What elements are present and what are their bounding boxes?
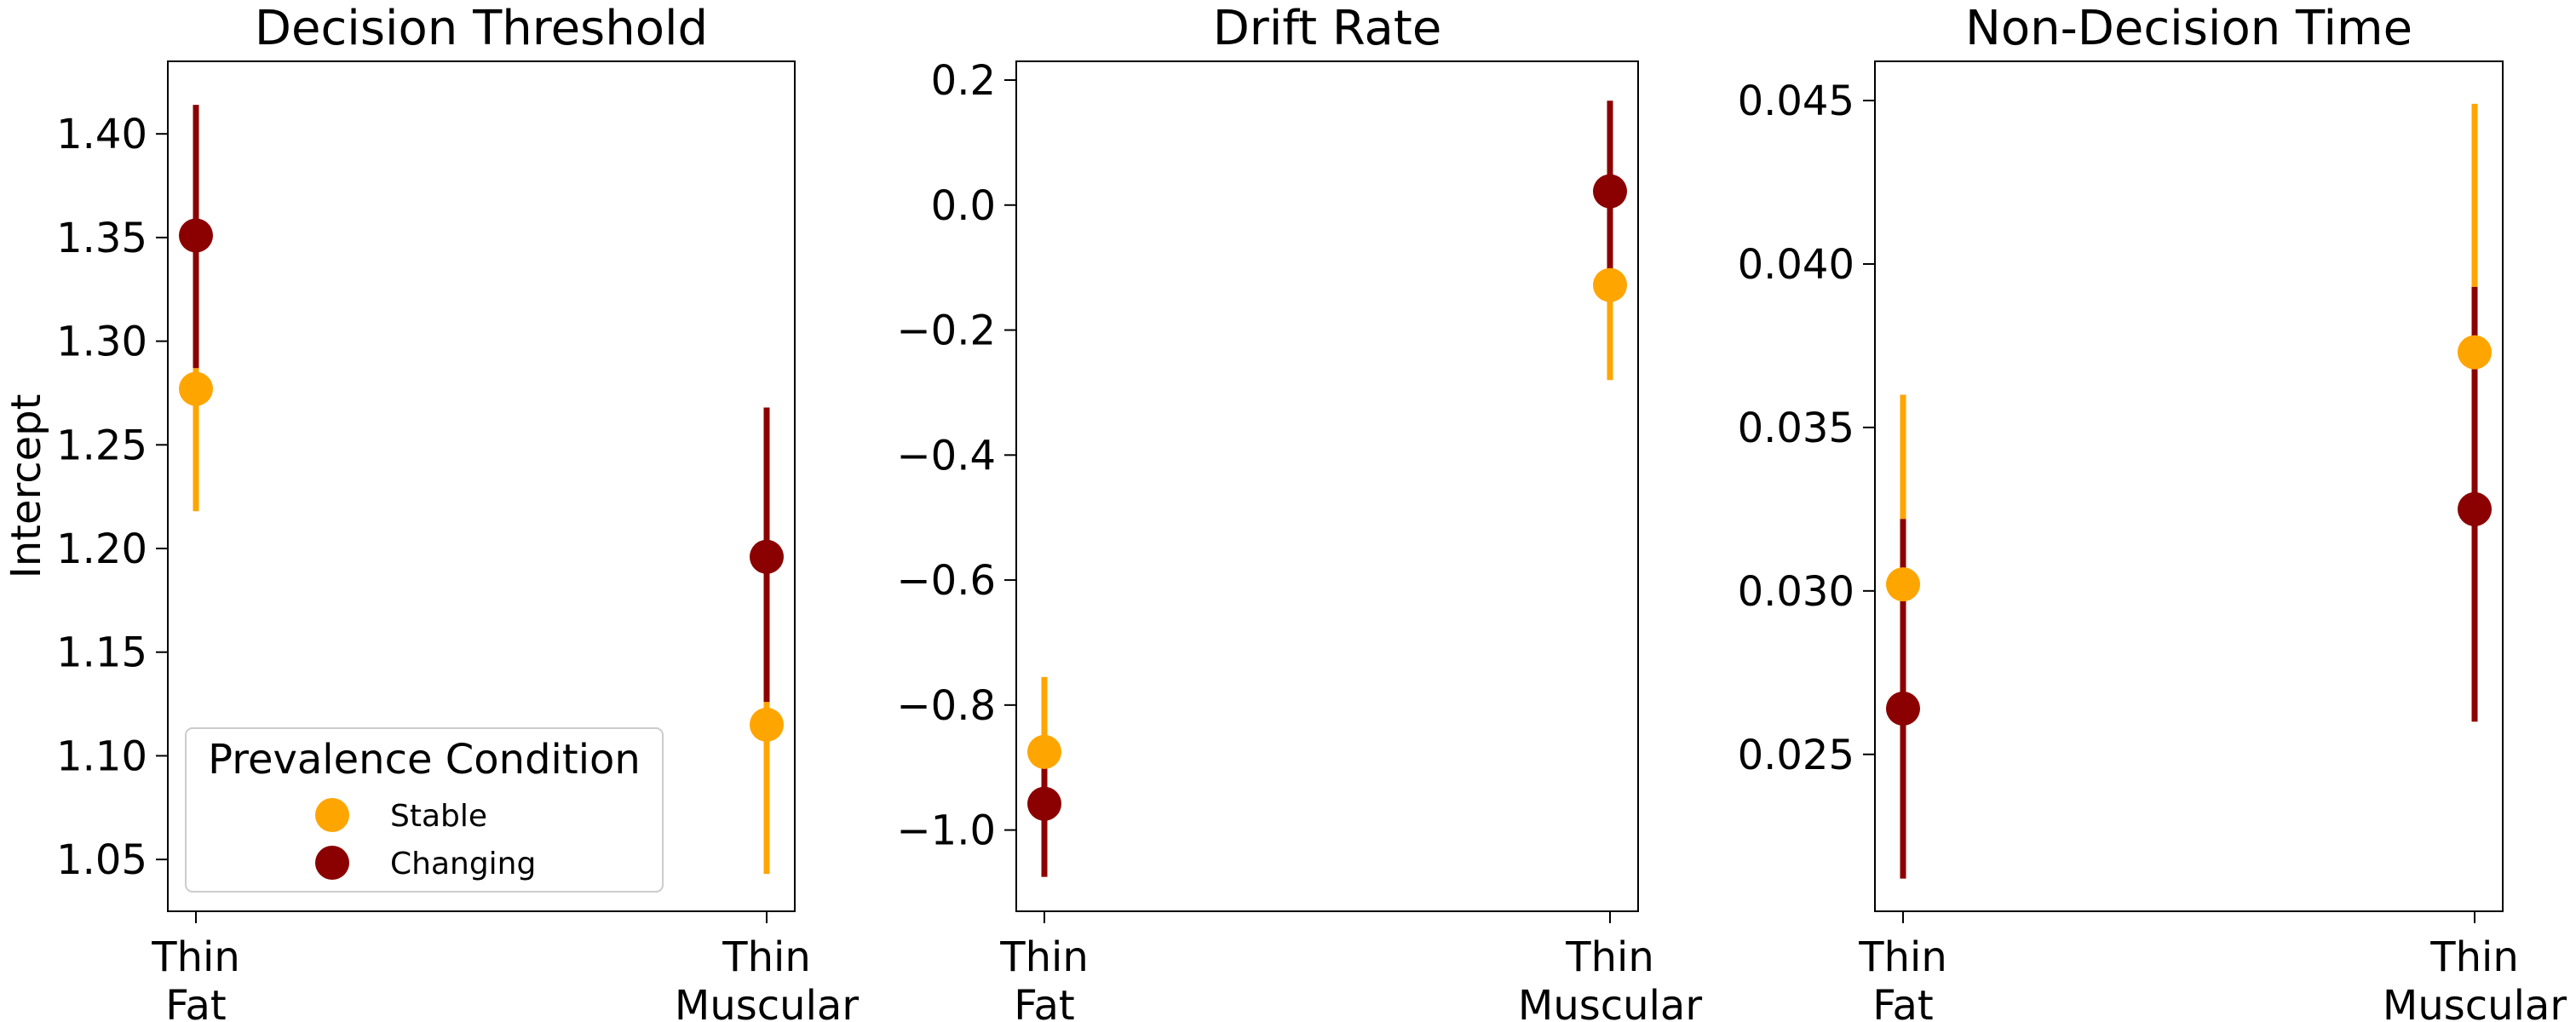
y-tick-label: 1.15 (56, 629, 147, 677)
x-tick-label: Thin (722, 933, 811, 981)
x-tick-label: Fat (1014, 982, 1074, 1022)
panel-title: Non-Decision Time (1965, 1, 2412, 56)
point-changing (1886, 692, 1920, 726)
y-tick-label: −0.4 (896, 432, 996, 479)
point-changing (179, 218, 213, 253)
point-changing (1027, 786, 1061, 821)
legend: Prevalence Condition Stable Changing (185, 727, 664, 893)
chart-panel-2: Drift Rate −1.0 −0.8 −0.6 −0.4 −0.2 0.0 0.2 Thin… (896, 1, 1702, 1022)
legend-marker-stable (315, 798, 349, 832)
y-tick-label: 0.045 (1738, 78, 1854, 125)
y-tick-label: 1.40 (56, 111, 147, 158)
point-stable (1886, 567, 1920, 602)
x-tick-label: Fat (1872, 982, 1933, 1022)
point-stable (179, 371, 213, 406)
y-tick-label: 1.10 (56, 732, 147, 780)
legend-box (185, 727, 664, 893)
chart-panel-3: Non-Decision Time 0.025 0.030 0.035 0.040 0.0… (1738, 1, 2567, 1022)
point-stable (750, 707, 784, 742)
legend-label-changing: Changing (390, 847, 536, 881)
x-tick-label: Muscular (1518, 982, 1702, 1022)
plot-frame (1874, 60, 2504, 912)
point-stable (2458, 335, 2492, 370)
x-tick-label: Fat (165, 982, 226, 1022)
point-stable (1593, 267, 1627, 302)
y-axis-label: Intercept (3, 394, 50, 579)
y-tick-label: 0.040 (1738, 241, 1854, 289)
y-tick-label: 0.2 (931, 57, 996, 105)
panels: Decision Threshold 1.05 1.10 1.15 1.20 1.25 1.… (3, 1, 2567, 1022)
x-tick-label: Muscular (2383, 982, 2567, 1022)
plot-frame (167, 60, 796, 912)
chart-panel-1: Decision Threshold 1.05 1.10 1.15 1.20 1.25 1.… (3, 1, 859, 1022)
y-tick-label: 1.25 (56, 422, 147, 469)
point-changing (1593, 174, 1627, 209)
legend-title: Prevalence Condition (208, 736, 641, 784)
plot-frame (1015, 60, 1639, 912)
y-tick-label: 1.20 (56, 525, 147, 573)
y-tick-label: 0.025 (1738, 732, 1854, 779)
x-tick-label: Thin (999, 933, 1089, 981)
y-tick-label: 0.0 (931, 182, 996, 230)
y-tick-label: −0.8 (896, 682, 996, 730)
y-tick-label: −0.6 (896, 557, 996, 605)
panel-title: Decision Threshold (255, 1, 708, 56)
legend-label-stable: Stable (390, 799, 487, 834)
x-tick-label: Thin (1565, 933, 1654, 981)
x-tick-label: Muscular (675, 982, 859, 1022)
panel-title: Drift Rate (1213, 1, 1442, 56)
y-tick-label: 1.05 (56, 836, 147, 884)
y-tick-label: 0.035 (1738, 405, 1854, 452)
y-tick-label: 0.030 (1738, 568, 1854, 616)
x-tick-label: Thin (2429, 933, 2519, 981)
x-tick-label: Thin (1858, 933, 1947, 981)
legend-marker-changing (315, 846, 349, 880)
point-stable (1027, 734, 1061, 769)
point-changing (750, 539, 784, 574)
y-tick-label: −0.2 (896, 307, 996, 355)
point-changing (2458, 491, 2492, 526)
y-tick-label: 1.35 (56, 215, 147, 262)
x-tick-label: Thin (151, 933, 240, 981)
y-tick-label: −1.0 (896, 807, 996, 855)
y-tick-label: 1.30 (56, 319, 147, 366)
